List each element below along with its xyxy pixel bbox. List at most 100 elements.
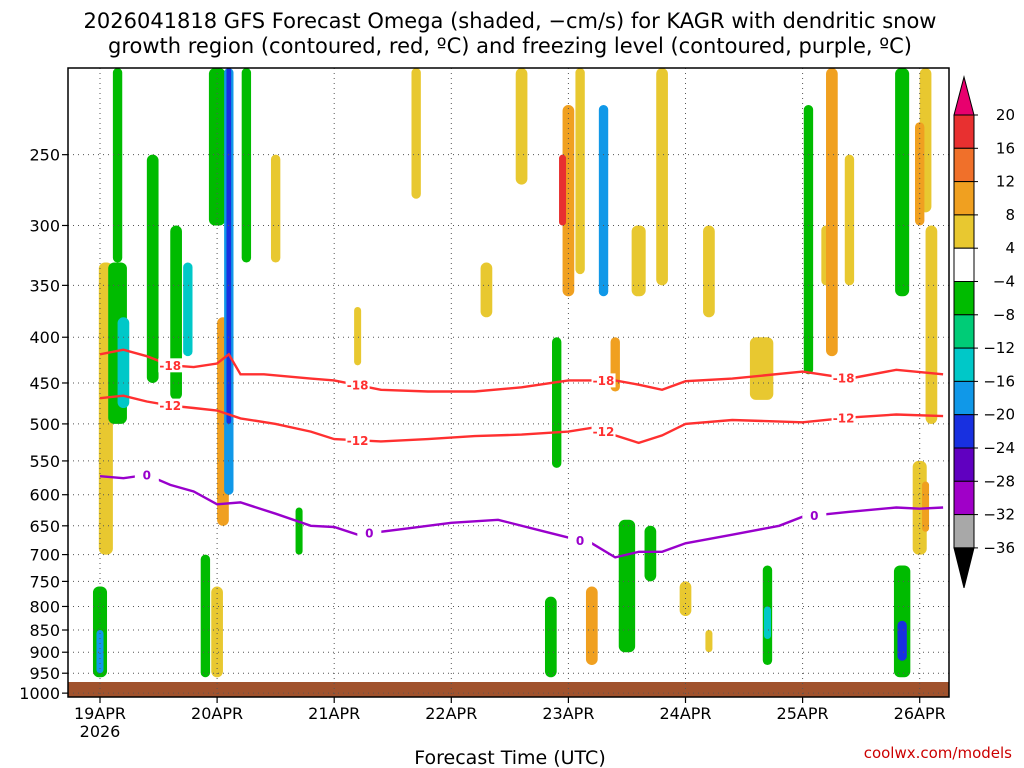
- contour-label: -18: [347, 379, 369, 393]
- heatmap-cell: [618, 519, 636, 653]
- heatmap-cell: [585, 586, 598, 665]
- title-line-2: growth region (contoured, red, ºC) and f…: [108, 34, 912, 58]
- y-tick-label: 800: [29, 597, 60, 616]
- heatmap-cell: [270, 154, 281, 263]
- contour-label-bg: [345, 378, 370, 393]
- contour-label: 0: [365, 527, 373, 541]
- heatmap-cell: [411, 68, 421, 199]
- x-tick-label: 24APR: [659, 704, 711, 723]
- y-axis: 250 300 350 400 450 500 550 600 650 700 750 800 850 9…: [19, 146, 68, 703]
- heatmap-cell: [703, 225, 715, 318]
- colorbar-segment: [953, 181, 975, 216]
- heatmap-cell: [117, 317, 130, 409]
- colorbar-label: 20: [996, 106, 1015, 124]
- colorbar: 20 16 12 8 4 −4 −8 −12 −16 −20 −24 −28 −32 −36: [953, 75, 1015, 589]
- colorbar-segment: [953, 480, 975, 516]
- contour-line: [99, 394, 944, 445]
- credit-text: coolwx.com/models: [864, 744, 1012, 762]
- colorbar-arrow-top: [953, 75, 975, 116]
- contour-label-bg: [591, 424, 616, 439]
- heatmap-cell: [925, 225, 938, 424]
- contour-label-bg: [134, 467, 159, 482]
- colorbar-label: 16: [996, 139, 1015, 157]
- contour-label-bg: [831, 370, 856, 385]
- heatmap-cell: [112, 68, 123, 263]
- y-tick-label: 1000: [19, 684, 60, 703]
- contour-label: 0: [810, 509, 818, 523]
- colorbar-arrow-bottom: [953, 547, 975, 589]
- heatmap-cell: [897, 620, 907, 661]
- heatmap-cell: [562, 105, 575, 297]
- x-tick-label: 23APR: [542, 704, 594, 723]
- contour-line: [99, 473, 944, 559]
- colorbar-segment: [953, 447, 975, 482]
- colorbar-label: −12: [983, 339, 1015, 357]
- colorbar-segment: [953, 347, 975, 382]
- heatmap-cell: [200, 554, 211, 678]
- heatmap-cell: [96, 630, 104, 674]
- heatmap-cell: [544, 596, 557, 678]
- y-tick-label: 300: [29, 216, 60, 235]
- y-tick-label: 900: [29, 643, 60, 662]
- title-line-1: 2026041818 GFS Forecast Omega (shaded, −…: [84, 9, 937, 33]
- y-tick-label: 500: [29, 415, 60, 434]
- heatmap-cell: [480, 262, 493, 318]
- colorbar-label: −36: [983, 539, 1015, 557]
- heatmap-cell: [705, 630, 713, 653]
- colorbar-segment: [953, 281, 975, 316]
- colorbar-segment: [953, 114, 975, 149]
- x-tick-label: 21APR: [308, 704, 360, 723]
- y-tick-label: 850: [29, 621, 60, 640]
- y-tick-label: 950: [29, 664, 60, 683]
- colorbar-segment: [953, 514, 975, 549]
- heatmap-cell: [146, 154, 159, 383]
- colorbar-label: −8: [993, 306, 1015, 324]
- heatmap-cell: [598, 105, 609, 297]
- contour-label: 0: [576, 534, 584, 548]
- colorbar-segment: [953, 247, 975, 282]
- contour-label: -12: [833, 412, 855, 426]
- heatmap-cell: [803, 105, 814, 375]
- heatmap-cell: [552, 337, 562, 468]
- x-tick-label: 25APR: [777, 704, 829, 723]
- y-tick-label: 400: [29, 328, 60, 347]
- colorbar-label: 8: [1005, 206, 1015, 224]
- heatmap-cell: [644, 525, 657, 582]
- heatmap-cell: [170, 225, 182, 400]
- y-tick-label: 650: [29, 517, 60, 536]
- heatmap-cell: [295, 507, 303, 555]
- heatmap-cell: [631, 225, 646, 297]
- y-tick-label: 700: [29, 546, 60, 565]
- contour-label: -18: [593, 374, 615, 388]
- contour-label-bg: [802, 508, 827, 523]
- heatmap-cell: [763, 606, 771, 640]
- colorbar-label: 12: [996, 173, 1015, 191]
- contour-label: -18: [159, 359, 181, 373]
- contour-label-bg: [357, 526, 382, 541]
- contour-lines: -18 -18 -18 -18 -12 -12 -12 -12 0 0 0 0: [99, 348, 944, 559]
- contour-label: -12: [347, 434, 369, 448]
- contour-label-bg: [591, 373, 616, 388]
- heatmap-cell: [208, 68, 226, 226]
- colorbar-segment: [953, 414, 975, 449]
- contour-label-bg: [158, 398, 183, 413]
- x-tick-year-label: 2026: [80, 722, 121, 741]
- contour-line: [99, 348, 944, 393]
- contour-label: 0: [143, 468, 151, 482]
- y-tick-label: 350: [29, 276, 60, 295]
- heatmap-cell: [559, 154, 567, 226]
- heatmap-cell: [575, 68, 585, 275]
- colorbar-segment: [953, 147, 975, 183]
- heatmap-cell: [656, 68, 668, 286]
- x-tick-label: 20APR: [191, 704, 243, 723]
- heatmap-cell: [826, 68, 838, 357]
- colorbar-label: −28: [983, 472, 1015, 490]
- x-tick-label: 22APR: [425, 704, 477, 723]
- y-tick-label: 600: [29, 486, 60, 505]
- grid-lines: [68, 68, 949, 697]
- colorbar-label: −4: [993, 273, 1015, 291]
- y-tick-label: 750: [29, 572, 60, 591]
- terrain-strip: [68, 682, 949, 697]
- colorbar-label: −16: [983, 372, 1015, 390]
